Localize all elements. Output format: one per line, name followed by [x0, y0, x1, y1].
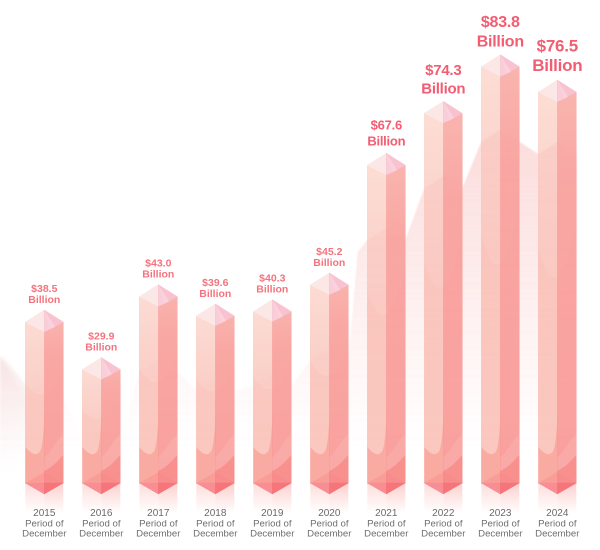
- svg-text:2023: 2023: [489, 508, 512, 519]
- svg-text:December: December: [79, 529, 124, 540]
- svg-text:December: December: [136, 529, 181, 540]
- svg-text:$76.5: $76.5: [537, 37, 578, 56]
- svg-text:Billion: Billion: [85, 342, 117, 354]
- svg-text:Period of: Period of: [424, 519, 463, 530]
- svg-text:Period of: Period of: [196, 519, 235, 530]
- svg-text:Billion: Billion: [313, 257, 345, 269]
- svg-text:$38.5: $38.5: [31, 283, 57, 295]
- svg-text:December: December: [478, 529, 523, 540]
- svg-text:December: December: [193, 529, 238, 540]
- svg-text:2024: 2024: [546, 508, 569, 519]
- svg-text:2016: 2016: [90, 508, 113, 519]
- svg-text:2015: 2015: [33, 508, 56, 519]
- svg-text:Billion: Billion: [421, 80, 465, 97]
- svg-text:2019: 2019: [261, 508, 284, 519]
- svg-text:Period of: Period of: [367, 519, 406, 530]
- svg-text:$67.6: $67.6: [371, 117, 402, 132]
- svg-text:2022: 2022: [432, 508, 455, 519]
- svg-text:$83.8: $83.8: [481, 14, 520, 31]
- svg-text:Billion: Billion: [477, 34, 524, 51]
- svg-text:December: December: [250, 529, 295, 540]
- svg-text:December: December: [364, 529, 409, 540]
- svg-text:Period of: Period of: [82, 519, 121, 530]
- svg-text:December: December: [22, 529, 67, 540]
- svg-text:2021: 2021: [375, 508, 398, 519]
- svg-text:Billion: Billion: [532, 56, 582, 75]
- svg-text:Period of: Period of: [481, 519, 520, 530]
- svg-text:Billion: Billion: [28, 294, 60, 306]
- svg-text:December: December: [307, 529, 352, 540]
- svg-text:Billion: Billion: [142, 269, 174, 281]
- svg-text:$43.0: $43.0: [145, 258, 171, 270]
- svg-text:$45.2: $45.2: [316, 246, 342, 258]
- svg-text:$39.6: $39.6: [202, 277, 228, 289]
- svg-text:2018: 2018: [204, 508, 227, 519]
- svg-text:$40.3: $40.3: [259, 273, 285, 285]
- svg-text:December: December: [535, 529, 580, 540]
- svg-text:Period of: Period of: [253, 519, 292, 530]
- svg-text:Period of: Period of: [310, 519, 349, 530]
- svg-text:Billion: Billion: [367, 134, 405, 149]
- svg-text:Billion: Billion: [199, 288, 231, 300]
- svg-text:Billion: Billion: [256, 284, 288, 296]
- svg-text:2017: 2017: [147, 508, 170, 519]
- svg-text:$29.9: $29.9: [88, 331, 114, 343]
- svg-text:2020: 2020: [318, 508, 341, 519]
- svg-text:Period of: Period of: [538, 519, 577, 530]
- svg-text:$74.3: $74.3: [425, 62, 461, 79]
- svg-text:Period of: Period of: [25, 519, 64, 530]
- svg-text:December: December: [421, 529, 466, 540]
- svg-text:Period of: Period of: [139, 519, 178, 530]
